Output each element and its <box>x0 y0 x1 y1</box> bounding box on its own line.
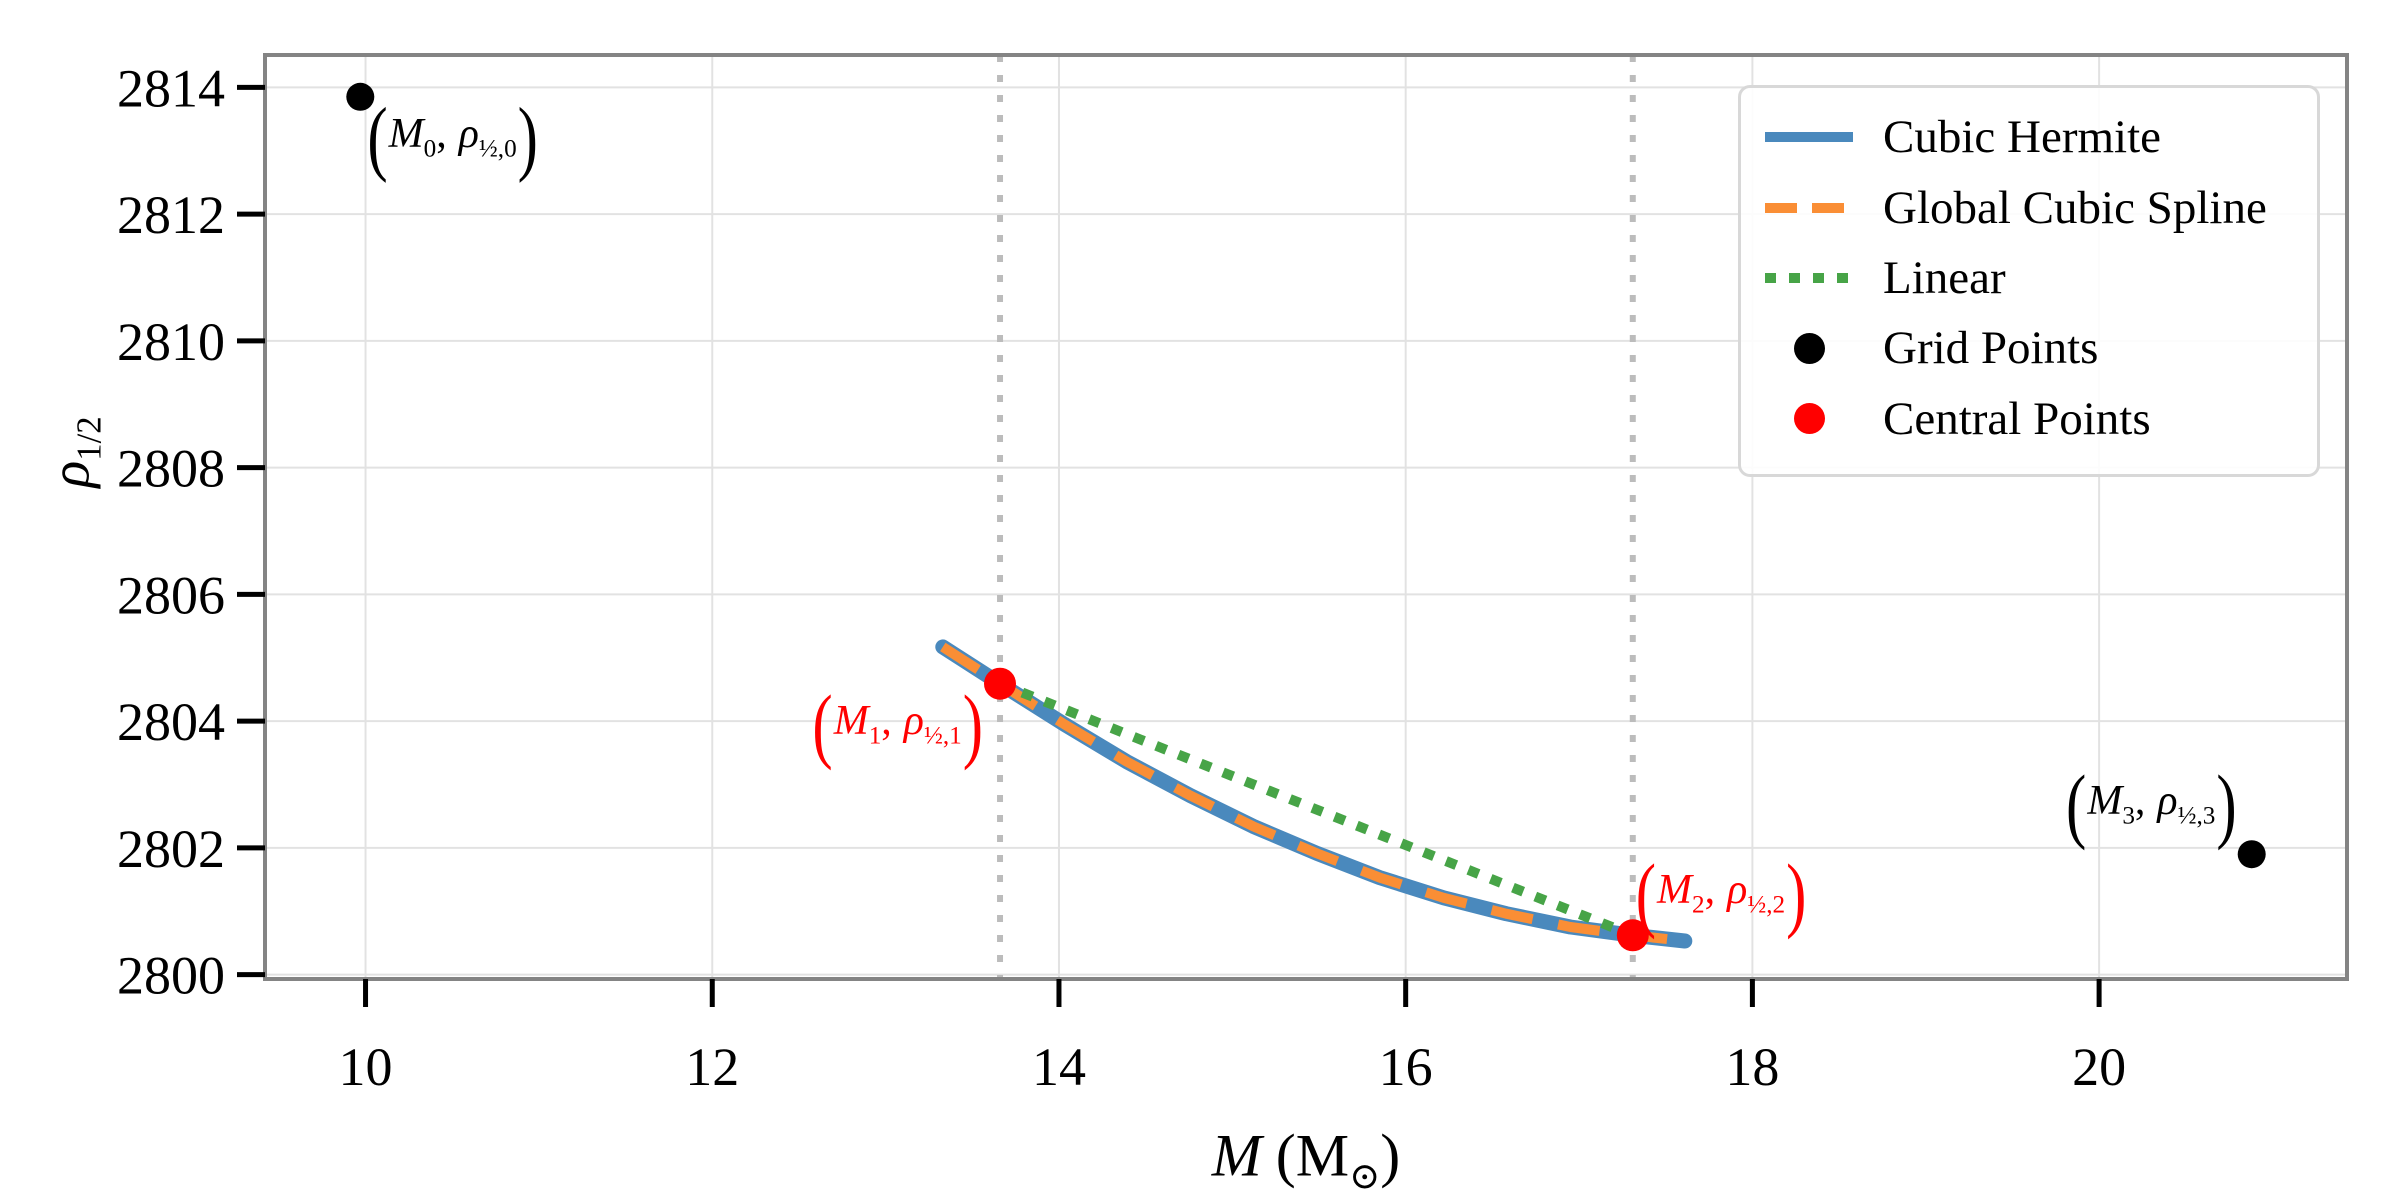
y-tick-label: 2802 <box>117 819 225 879</box>
x-tick-label: 18 <box>1725 1037 1779 1097</box>
y-tick-label: 2812 <box>117 185 225 245</box>
y-tick-label: 2806 <box>117 565 225 625</box>
grid-points-marker <box>346 82 375 111</box>
legend-line-sample-icon <box>1765 202 1853 213</box>
y-tick-label: 2808 <box>117 439 225 499</box>
legend-dot-sample-icon <box>1765 332 1853 364</box>
x-axis-label-unit-close: ) <box>1380 1122 1401 1189</box>
annotation-M2: (M2, ρ½,2) <box>1635 848 1807 941</box>
x-tick-label: 20 <box>2072 1037 2126 1097</box>
legend-item-label: Global Cubic Spline <box>1883 181 2267 234</box>
plot-border <box>263 53 2349 981</box>
legend-item-label: Central Points <box>1883 392 2151 445</box>
legend-dot-sample-icon <box>1765 403 1853 435</box>
y-tick-label: 2804 <box>117 692 225 752</box>
central-points-marker <box>984 667 1016 700</box>
annotation-M1: (M1, ρ½,1) <box>812 678 984 772</box>
grid-points-marker <box>2237 840 2266 869</box>
central-points-marker <box>1616 919 1649 952</box>
y-tick-label: 2800 <box>117 946 225 1006</box>
legend-item-global-cubic-spline: Global Cubic Spline <box>1741 181 2307 235</box>
x-axis-label-unit-open: (M <box>1275 1122 1350 1189</box>
cubic-hermite-curve <box>935 639 1693 949</box>
legend-line-sample-icon <box>1765 132 1853 143</box>
legend-item-label: Linear <box>1883 251 2006 304</box>
x-tick-label: 16 <box>1379 1037 1433 1097</box>
y-tick-label: 2810 <box>117 312 225 372</box>
x-tick-label: 10 <box>339 1037 393 1097</box>
annotation-M3: (M3, ρ½,3) <box>2066 759 2237 852</box>
linear-curve <box>998 679 1635 940</box>
legend-line-sample-icon <box>1765 272 1853 283</box>
x-tick-label: 12 <box>685 1037 739 1097</box>
x-axis-label: M (M⊙) <box>1212 1122 1400 1199</box>
y-axis-label-sub: 1/2 <box>69 416 109 461</box>
legend-item-central-points: Central Points <box>1741 392 2307 446</box>
y-tick-label: 2814 <box>117 58 225 118</box>
legend-item-label: Grid Points <box>1883 322 2099 375</box>
legend-item-grid-points: Grid Points <box>1741 321 2307 375</box>
legend: Cubic Hermite Global Cubic Spline Linear Gr… <box>1738 85 2320 477</box>
x-axis-label-var: M <box>1211 1122 1262 1189</box>
global-cubic-spline-curve <box>940 642 1686 946</box>
legend-item-label: Cubic Hermite <box>1883 111 2162 164</box>
y-axis-label-var: ρ <box>39 460 102 488</box>
legend-item-cubic-hermite: Cubic Hermite <box>1741 110 2307 164</box>
legend-item-linear: Linear <box>1741 251 2307 305</box>
x-tick-label: 14 <box>1032 1037 1086 1097</box>
y-axis-label: ρ1/2 <box>38 416 109 487</box>
sun-symbol-icon: ⊙ <box>1349 1156 1381 1198</box>
annotation-M0: (M0, ρ½,0) <box>367 91 538 185</box>
